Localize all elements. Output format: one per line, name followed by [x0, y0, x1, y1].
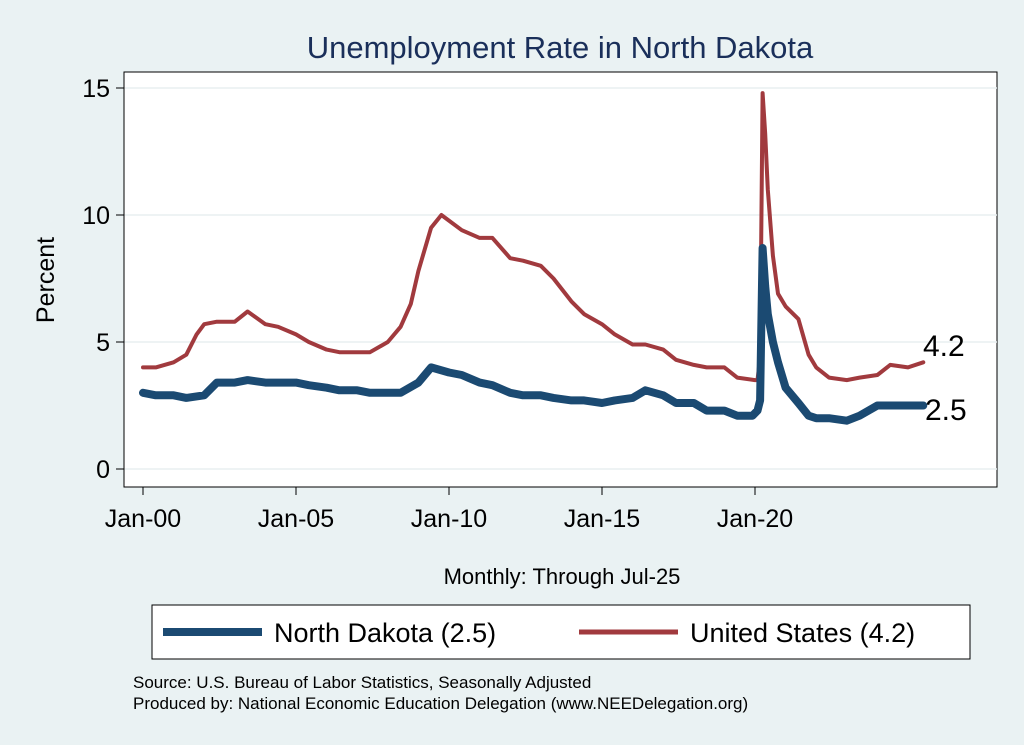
x-tick-label: Jan-20 [717, 505, 793, 533]
y-tick-label: 0 [96, 456, 110, 484]
series-line-united-states [141, 91, 926, 383]
nd-end-label: 2.5 [925, 394, 967, 427]
gridlines [124, 87, 997, 470]
plot-area [123, 71, 998, 488]
x-tick-label: Jan-15 [564, 505, 640, 533]
x-tick-label: Jan-10 [411, 505, 487, 533]
producer-note: Produced by: National Economic Education… [133, 694, 748, 713]
y-tick-label: 5 [96, 329, 110, 357]
x-tick-label: Jan-05 [258, 505, 334, 533]
y-tick-label: 15 [82, 75, 110, 103]
x-axis-ticks: Jan-00 Jan-05 Jan-10 Jan-15 Jan-20 [105, 487, 793, 533]
x-tick-label: Jan-00 [105, 505, 181, 533]
series-lines [139, 91, 928, 425]
legend-label-united-states: United States (4.2) [690, 618, 915, 648]
series-line-north-dakota [139, 244, 928, 425]
y-axis-ticks: 0 5 10 15 [82, 75, 124, 484]
legend-box [151, 604, 971, 660]
us-end-label: 4.2 [923, 330, 965, 363]
source-note: Source: U.S. Bureau of Labor Statistics,… [133, 673, 591, 692]
y-axis-label: Percent [32, 237, 60, 323]
y-tick-label: 10 [82, 202, 110, 230]
legend-label-north-dakota: North Dakota (2.5) [274, 618, 496, 648]
x-axis-label: Monthly: Through Jul-25 [444, 564, 681, 589]
chart-title: Unemployment Rate in North Dakota [307, 30, 814, 65]
